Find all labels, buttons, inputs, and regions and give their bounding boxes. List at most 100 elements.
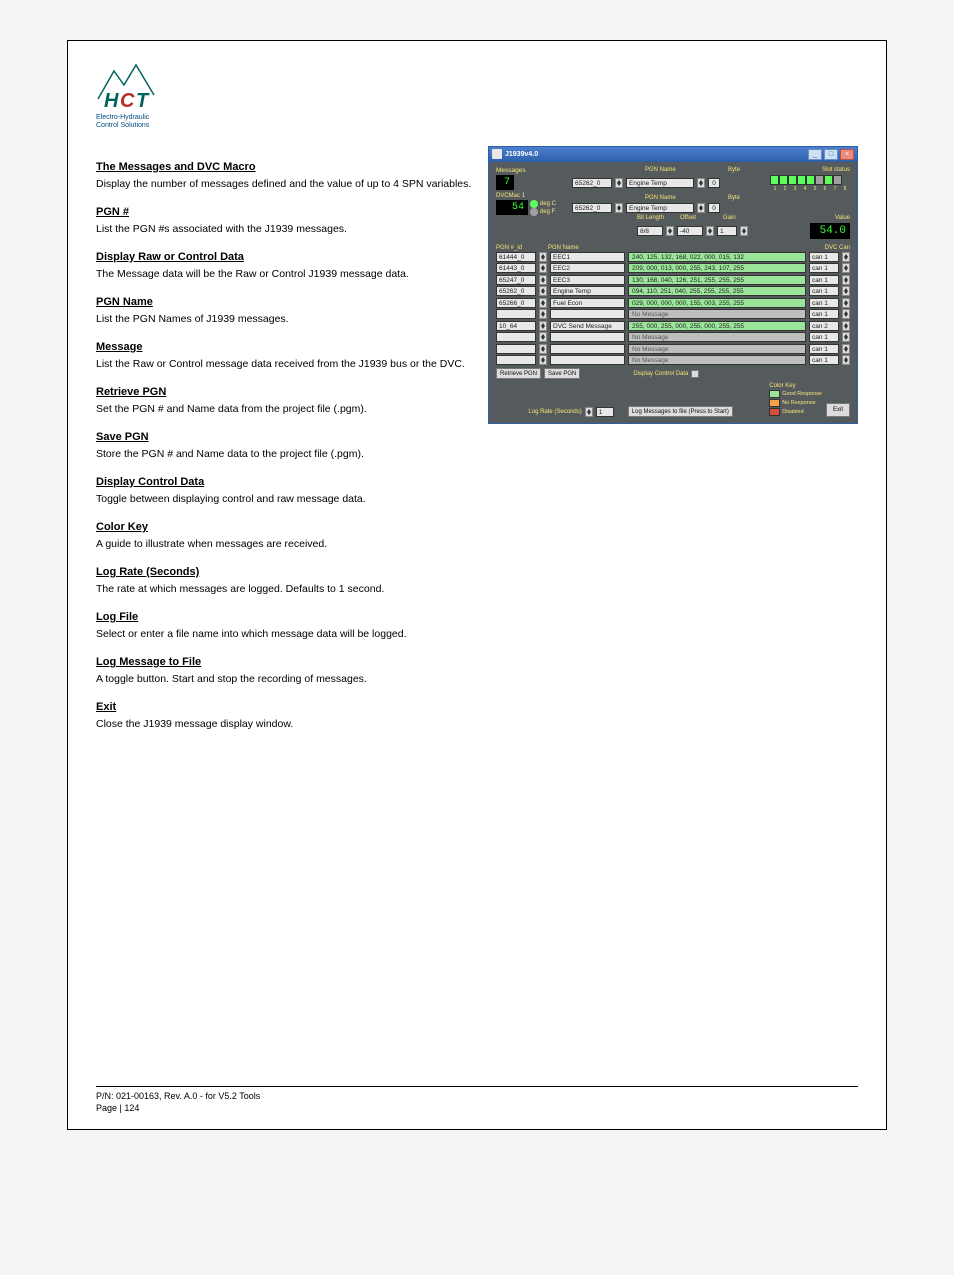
hct-logo-icon: H C T bbox=[96, 61, 164, 113]
pgn-number-field[interactable]: 65266_0 bbox=[496, 298, 536, 308]
pgn-stepper[interactable] bbox=[539, 321, 547, 331]
sel1-pgn-stepper[interactable] bbox=[615, 178, 623, 188]
titlebar[interactable]: J1939v4.0 _ □ × bbox=[489, 147, 857, 162]
slotstatus-label: Slot status bbox=[822, 167, 850, 173]
table-row: 65266_0 Fuel Econ029, 000, 000, 000, 155,… bbox=[496, 298, 850, 308]
bitlength-stepper[interactable] bbox=[666, 226, 674, 236]
can-select[interactable]: can 1 bbox=[809, 252, 839, 262]
pgn-number-field[interactable] bbox=[496, 344, 536, 354]
pgn-number-field[interactable]: 65262_0 bbox=[496, 286, 536, 296]
pgn-stepper[interactable] bbox=[539, 298, 547, 308]
pgn-number-field[interactable]: 10_64 bbox=[496, 321, 536, 331]
pgn-name-field[interactable] bbox=[550, 332, 625, 342]
color-key: Color Key Good Response No Response Disa… bbox=[769, 383, 822, 417]
pgn-stepper[interactable] bbox=[539, 263, 547, 273]
lograte-label: Log Rate (Seconds) bbox=[528, 409, 581, 415]
lograte-stepper[interactable] bbox=[585, 407, 593, 417]
can-select[interactable]: can 1 bbox=[809, 286, 839, 296]
slot-number: 7 bbox=[830, 186, 840, 192]
pgn-name-field[interactable]: EEC2 bbox=[550, 263, 625, 273]
pgn-number-field[interactable]: 65247_0 bbox=[496, 275, 536, 285]
sel2-byte-stepper[interactable] bbox=[697, 203, 705, 213]
offset-stepper[interactable] bbox=[706, 226, 714, 236]
sel1-byte-stepper[interactable] bbox=[697, 178, 705, 188]
pgn-stepper[interactable] bbox=[539, 286, 547, 296]
degc-label: deg C bbox=[540, 201, 556, 207]
message-box: No Message bbox=[628, 355, 806, 365]
sel2-pgn-stepper[interactable] bbox=[615, 203, 623, 213]
pgn-name-field[interactable]: Fuel Econ bbox=[550, 298, 625, 308]
save-button[interactable]: Save PGN bbox=[544, 368, 580, 379]
page: H C T Electro-Hydraulic Control Solution… bbox=[67, 40, 887, 1130]
pgnname-heading: PGN Name bbox=[96, 295, 476, 310]
can-select[interactable]: can 1 bbox=[809, 263, 839, 273]
pgn-name-field[interactable] bbox=[550, 355, 625, 365]
gain-field[interactable]: 1 bbox=[717, 226, 737, 236]
pgn-number-field[interactable]: 61443_0 bbox=[496, 263, 536, 273]
exit-button[interactable]: Exit bbox=[826, 403, 850, 417]
can-stepper[interactable] bbox=[842, 355, 850, 365]
bitlength-field[interactable]: 8/8 bbox=[637, 226, 663, 236]
can-stepper[interactable] bbox=[842, 332, 850, 342]
pgn-name-field[interactable]: EEC3 bbox=[550, 275, 625, 285]
can-select[interactable]: can 1 bbox=[809, 355, 839, 365]
can-stepper[interactable] bbox=[842, 275, 850, 285]
pgn-name-field[interactable] bbox=[550, 309, 625, 319]
degc-radio[interactable] bbox=[530, 200, 538, 208]
sel1-pgn[interactable]: 65262_0 bbox=[572, 178, 612, 188]
slot-number: 8 bbox=[840, 186, 850, 192]
can-select[interactable]: can 1 bbox=[809, 332, 839, 342]
pgn-number-field[interactable] bbox=[496, 332, 536, 342]
sel2-pgn[interactable]: 65262_0 bbox=[572, 203, 612, 213]
footer: P/N: 021-00163, Rev. A.0 - for V5.2 Tool… bbox=[96, 1086, 858, 1115]
pgn-number-field[interactable]: 61444_0 bbox=[496, 252, 536, 262]
pgn-stepper[interactable] bbox=[539, 275, 547, 285]
message-box: 029, 000, 000, 000, 155, 003, 255, 255 bbox=[628, 298, 806, 308]
logo-tagline-2: Control Solutions bbox=[96, 122, 166, 129]
can-stepper[interactable] bbox=[842, 286, 850, 296]
can-select[interactable]: can 1 bbox=[809, 275, 839, 285]
maximize-button[interactable]: □ bbox=[824, 149, 838, 160]
can-stepper[interactable] bbox=[842, 309, 850, 319]
sel1-byte[interactable]: 0 bbox=[708, 178, 720, 188]
sel2-byte[interactable]: 0 bbox=[708, 203, 720, 213]
can-select[interactable]: can 1 bbox=[809, 309, 839, 319]
pgn-name-field[interactable]: EEC1 bbox=[550, 252, 625, 262]
pgn-number-field[interactable] bbox=[496, 355, 536, 365]
can-stepper[interactable] bbox=[842, 321, 850, 331]
log-button[interactable]: Log Messages to file (Press to Start) bbox=[628, 406, 733, 417]
degf-label: deg F bbox=[540, 209, 555, 215]
pgn-name-field[interactable] bbox=[550, 344, 625, 354]
slot-number: 5 bbox=[810, 186, 820, 192]
display-control-checkbox[interactable] bbox=[691, 370, 699, 378]
can-select[interactable]: can 1 bbox=[809, 344, 839, 354]
pgn-stepper[interactable] bbox=[539, 355, 547, 365]
pgn-name-field[interactable]: Engine Temp bbox=[550, 286, 625, 296]
can-stepper[interactable] bbox=[842, 263, 850, 273]
good-label: Good Response bbox=[782, 391, 822, 397]
close-button[interactable]: × bbox=[840, 149, 854, 160]
can-select[interactable]: can 1 bbox=[809, 298, 839, 308]
pgn-name-field[interactable]: DVC Send Message bbox=[550, 321, 625, 331]
can-select[interactable]: can 2 bbox=[809, 321, 839, 331]
messages-heading: The Messages and DVC Macro bbox=[96, 160, 476, 175]
pgn-stepper[interactable] bbox=[539, 344, 547, 354]
app-body: Messages 7 DVCMac 1 54 deg C deg F bbox=[489, 162, 857, 424]
sel2-name[interactable]: Engine Temp bbox=[626, 203, 694, 213]
minimize-button[interactable]: _ bbox=[808, 149, 822, 160]
gain-stepper[interactable] bbox=[740, 226, 748, 236]
can-stepper[interactable] bbox=[842, 252, 850, 262]
pgn-stepper[interactable] bbox=[539, 309, 547, 319]
sel1-name[interactable]: Engine Temp bbox=[626, 178, 694, 188]
pgn-number-field[interactable] bbox=[496, 309, 536, 319]
retrieve-button[interactable]: Retrieve PGN bbox=[496, 368, 541, 379]
pgn-stepper[interactable] bbox=[539, 252, 547, 262]
footer-line2: Page | 124 bbox=[96, 1102, 858, 1115]
offset-field[interactable]: -40 bbox=[677, 226, 703, 236]
message-box: No Message bbox=[628, 309, 806, 319]
degf-radio[interactable] bbox=[530, 208, 538, 216]
lograte-field[interactable]: 1 bbox=[596, 407, 614, 417]
can-stepper[interactable] bbox=[842, 344, 850, 354]
pgn-stepper[interactable] bbox=[539, 332, 547, 342]
can-stepper[interactable] bbox=[842, 298, 850, 308]
